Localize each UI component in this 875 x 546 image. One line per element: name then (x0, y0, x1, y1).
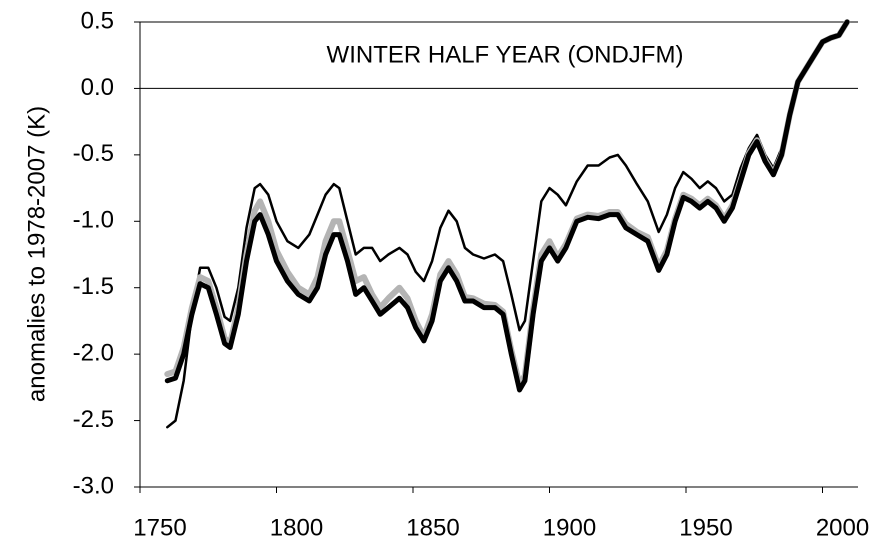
series-line (166, 20, 849, 429)
y-tick-label: -3.0 (73, 472, 114, 499)
annotation: WINTER HALF YEAR (ONDJFM) (327, 41, 684, 68)
x-tick-label: 1750 (133, 514, 186, 541)
y-tick-label: -0.5 (73, 140, 114, 167)
x-tick-label: 1900 (543, 514, 596, 541)
series-line (164, 19, 850, 393)
y-tick-label: -2.5 (73, 406, 114, 433)
x-tick-label: 1950 (679, 514, 732, 541)
x-tick-label: 1800 (270, 514, 323, 541)
y-tick-label: 0.0 (81, 74, 114, 101)
x-tick-label: 2000 (816, 514, 869, 541)
y-tick-label: -1.5 (73, 273, 114, 300)
y-axis-label: anomalies to 1978-2007 (K) (23, 106, 50, 402)
x-tick-label: 1850 (406, 514, 459, 541)
y-tick-label: -2.0 (73, 339, 114, 366)
y-tick-label: 0.5 (81, 7, 114, 34)
y-tick-label: -1.0 (73, 207, 114, 234)
